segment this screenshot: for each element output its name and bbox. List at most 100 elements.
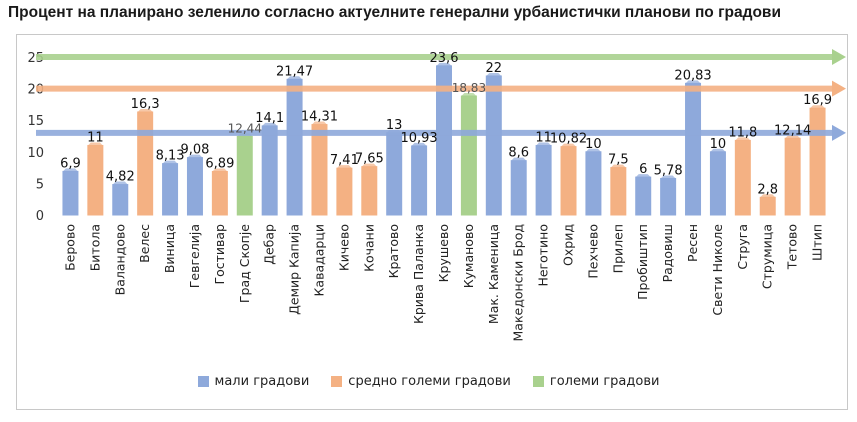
bar-cap: [785, 135, 801, 139]
bar: [211, 170, 228, 216]
bar: [311, 124, 328, 216]
x-tick-label: Неготино: [536, 224, 551, 287]
x-tick-label: Штип: [810, 224, 825, 261]
bar-cap: [511, 157, 527, 161]
data-label: 10: [710, 137, 727, 152]
x-tick-label: Крушево: [436, 224, 451, 282]
data-label: 7,41: [330, 153, 359, 168]
bar-cap: [461, 92, 477, 96]
data-label: 20,83: [674, 68, 711, 83]
legend-swatch-large: [532, 376, 544, 387]
x-tick-label: Охрид: [561, 224, 576, 266]
bar: [460, 95, 477, 216]
data-label: 11,8: [728, 125, 757, 140]
x-tick-label: Кавадарци: [311, 224, 326, 296]
legend-item-small: мали градови: [197, 374, 309, 389]
bar: [186, 157, 203, 216]
reference-arrowhead: [832, 80, 846, 97]
bar-cap: [735, 137, 751, 141]
bar: [759, 196, 776, 216]
bar: [411, 145, 428, 216]
data-label: 6,89: [205, 156, 234, 171]
bar-cap: [536, 142, 552, 146]
x-tick-label: Струмица: [760, 224, 775, 289]
y-tick-label: 5: [36, 177, 44, 192]
x-tick-label: Дебар: [262, 224, 277, 265]
bar: [784, 137, 801, 216]
data-label: 9,08: [180, 143, 209, 158]
bar-cap: [62, 168, 78, 172]
bar-cap: [710, 148, 726, 152]
y-tick-label: 0: [36, 209, 44, 224]
x-tick-label: Кочани: [361, 224, 376, 272]
legend-item-large: големи градови: [532, 374, 660, 389]
bar-cap: [486, 72, 502, 76]
bar: [361, 166, 378, 216]
bar-cap: [112, 181, 128, 185]
data-label: 4,82: [106, 170, 135, 185]
bar: [685, 82, 702, 216]
data-label: 14,31: [301, 110, 338, 125]
reference-arrowhead: [832, 124, 846, 141]
x-tick-label: Крива Паланка: [411, 224, 426, 324]
legend-label-large: големи градови: [549, 374, 660, 389]
x-tick-label: Ресен: [685, 224, 700, 262]
bar-cap: [336, 165, 352, 169]
y-tick-label: 15: [27, 114, 44, 129]
data-label: 7,65: [355, 152, 384, 167]
x-tick-label: Радовиш: [660, 224, 675, 282]
x-tick-label: Битола: [87, 224, 102, 271]
bar-cap: [436, 62, 452, 66]
x-tick-label: Пехчево: [585, 224, 600, 279]
bar: [62, 170, 79, 216]
chart-frame: [16, 34, 848, 410]
x-tick-label: Берово: [62, 224, 77, 271]
bar: [236, 135, 253, 216]
x-tick-label: Македонски Брод: [511, 224, 526, 341]
bar: [734, 139, 751, 216]
x-tick-label: Виница: [162, 224, 177, 273]
data-label: 14,1: [255, 111, 284, 126]
bar: [386, 132, 403, 216]
bar-cap: [361, 163, 377, 167]
bar-cap: [212, 168, 228, 172]
data-label: 8,13: [156, 149, 185, 164]
bar-cap: [685, 80, 701, 84]
bar-cap: [187, 154, 203, 158]
bar: [809, 107, 826, 216]
data-label: 11: [87, 130, 104, 145]
bar-cap: [287, 76, 303, 80]
x-tick-label: Град Скопје: [237, 224, 252, 303]
bar: [560, 146, 577, 216]
x-tick-label: Куманово: [461, 224, 476, 288]
bar: [585, 151, 602, 216]
bar: [660, 177, 677, 216]
legend-swatch-small: [197, 376, 209, 387]
bar-cap: [262, 122, 278, 126]
bar-cap: [561, 143, 577, 147]
bar: [635, 176, 652, 216]
data-label: 5,78: [654, 163, 683, 178]
data-label: 16,9: [803, 93, 832, 108]
x-tick-label: Пробиштип: [635, 224, 650, 300]
data-label: 18,83: [452, 81, 486, 95]
bar-cap: [411, 142, 427, 146]
x-tick-label: Тетово: [785, 224, 800, 270]
legend-label-medium: средно големи градови: [348, 374, 511, 389]
bar-cap: [760, 194, 776, 198]
bar: [485, 75, 502, 216]
data-label: 16,3: [131, 97, 160, 112]
data-label: 10: [585, 137, 602, 152]
data-label: 22: [486, 61, 503, 76]
bar: [510, 160, 527, 216]
data-label: 6,9: [60, 156, 81, 171]
data-label: 7,5: [608, 153, 629, 168]
data-label: 12,14: [774, 123, 811, 138]
bar: [162, 163, 179, 216]
chart-legend: мали градови средно големи градови голем…: [0, 374, 857, 389]
x-tick-label: Кичево: [336, 224, 351, 271]
bar-cap: [87, 142, 103, 146]
x-tick-label: Кратово: [386, 224, 401, 278]
data-label: 21,47: [276, 64, 313, 79]
